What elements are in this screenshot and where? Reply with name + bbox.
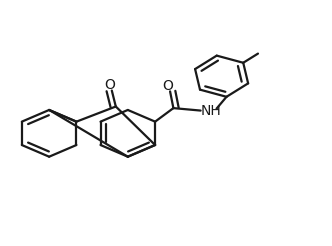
Text: O: O [105,78,116,92]
Text: NH: NH [200,104,221,118]
Text: O: O [162,79,173,93]
